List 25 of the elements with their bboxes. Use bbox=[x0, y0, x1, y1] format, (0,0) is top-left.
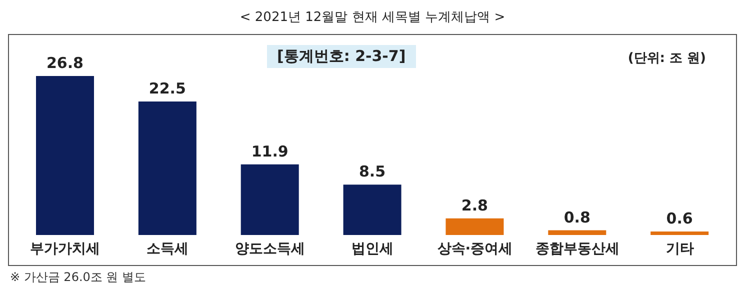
data-label: 0.8 bbox=[564, 208, 590, 226]
data-label: 2.8 bbox=[461, 196, 488, 214]
bar bbox=[548, 230, 606, 235]
text: [통계번호: 2-3-7] bbox=[267, 45, 416, 68]
bar bbox=[138, 102, 196, 235]
bar bbox=[240, 164, 299, 235]
x-tick-label: 부가가치세 bbox=[30, 240, 100, 257]
bar bbox=[446, 218, 504, 235]
x-tick-label: 종합부동산세 bbox=[535, 240, 620, 257]
x-tick-label: 상속·증여세 bbox=[437, 240, 513, 257]
bar bbox=[36, 76, 94, 235]
data-label: 11.9 bbox=[251, 142, 288, 160]
bar bbox=[343, 184, 402, 235]
data-label: 8.5 bbox=[358, 162, 386, 181]
x-tick-label: 양도소득세 bbox=[235, 240, 306, 257]
data-label: 0.6 bbox=[666, 209, 693, 228]
bar bbox=[650, 231, 709, 235]
data-label: 26.8 bbox=[46, 54, 84, 72]
x-tick-label: 기타 bbox=[666, 240, 694, 257]
data-label: 22.5 bbox=[148, 80, 186, 98]
text: (단위: 조 원) bbox=[628, 50, 706, 67]
x-tick-label: 소득세 bbox=[146, 240, 189, 257]
chart-title: < 2021년 12월말 현재 세목별 누계체납액 > bbox=[238, 9, 506, 26]
text: ※ 가산금 26.0조 원 별도 bbox=[10, 269, 146, 286]
x-tick-label: 법인세 bbox=[352, 240, 394, 257]
